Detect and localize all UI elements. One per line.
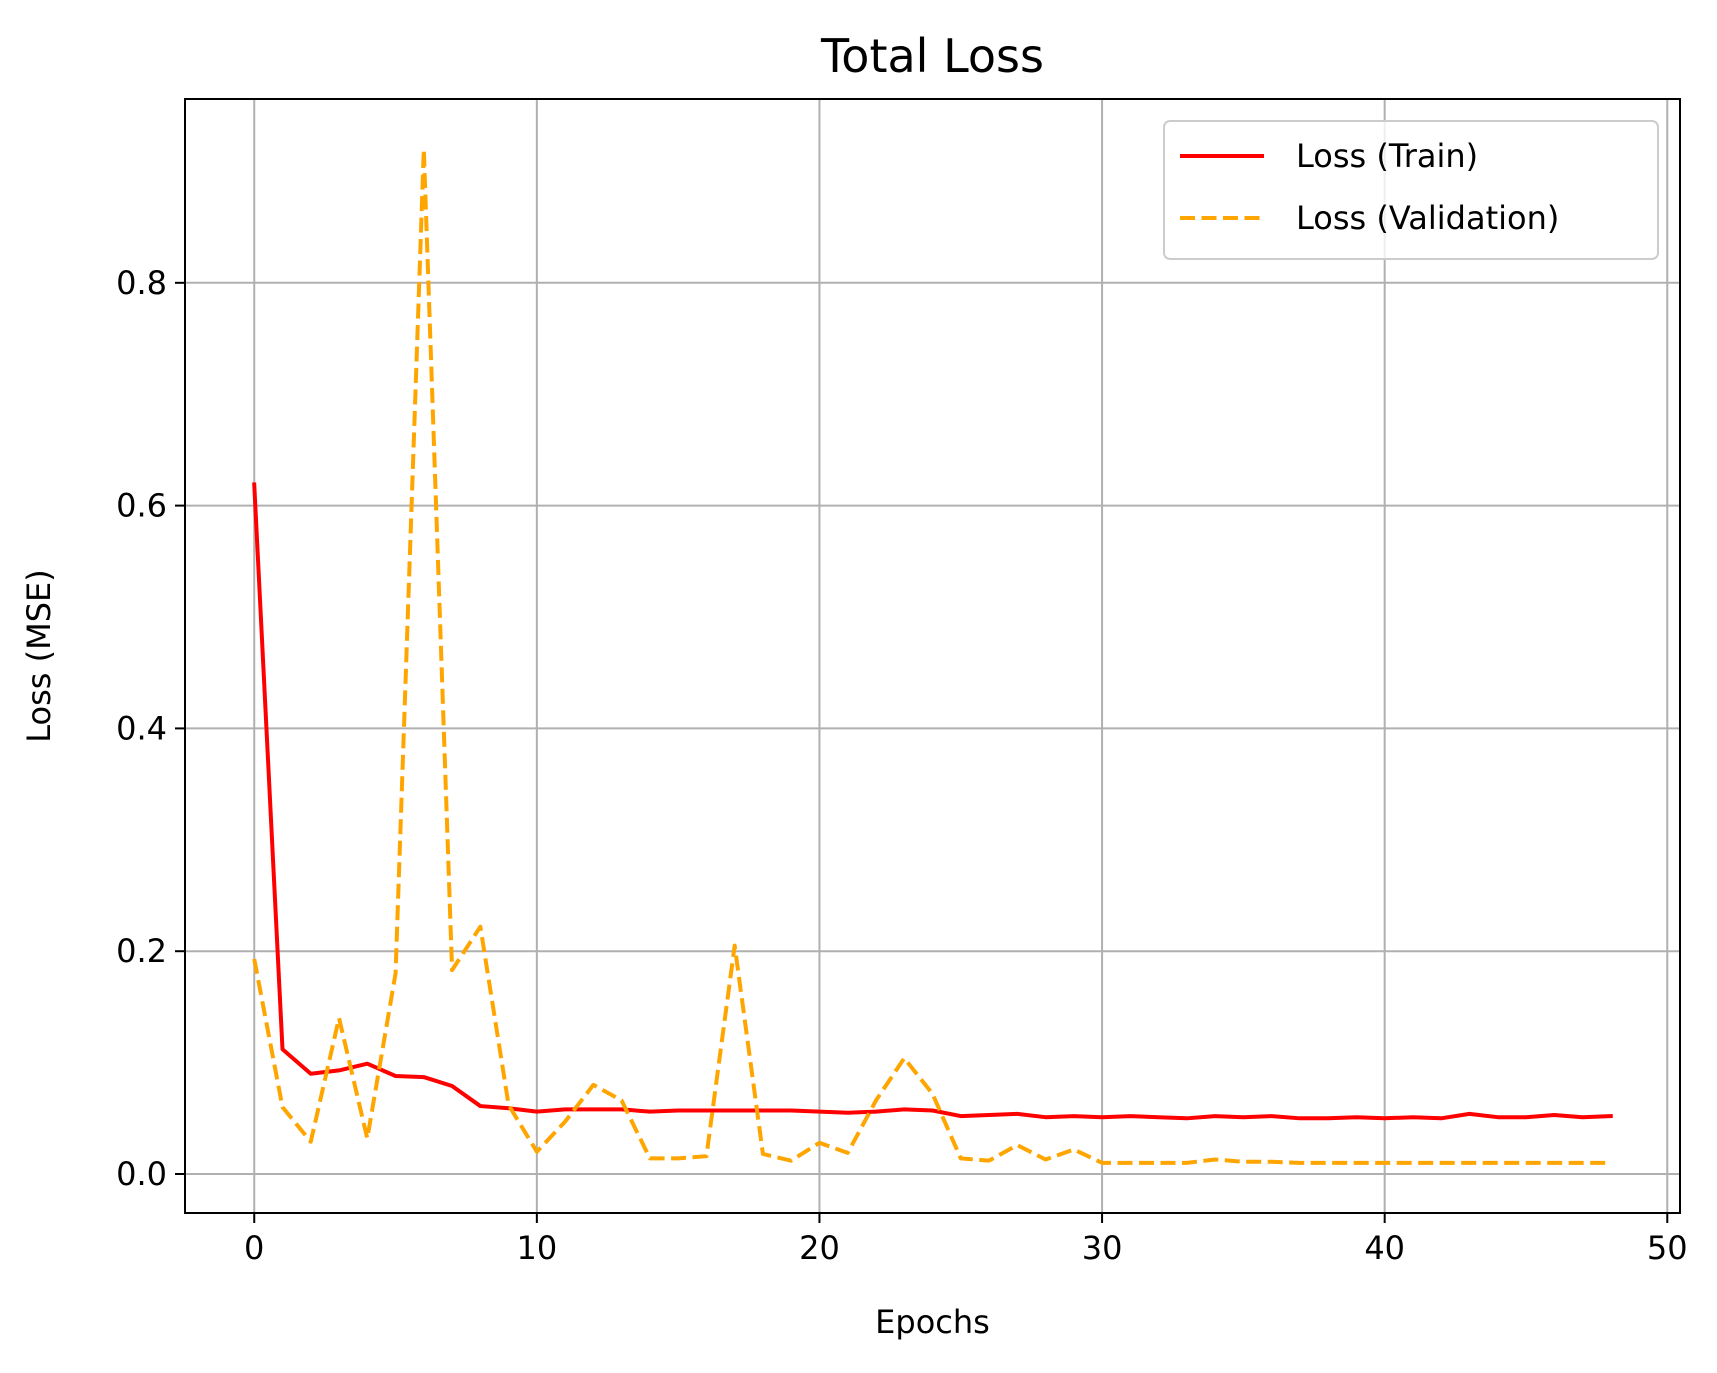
legend: Loss (Train) Loss (Validation) <box>1163 120 1659 260</box>
series-group <box>252 147 1613 1165</box>
y-tick-label: 0.4 <box>116 709 167 747</box>
x-tick-label: 0 <box>244 1229 264 1267</box>
legend-label-validation: Loss (Validation) <box>1296 199 1559 237</box>
x-tick-label: 20 <box>799 1229 840 1267</box>
x-tick-label: 30 <box>1082 1229 1123 1267</box>
y-axis-title: Loss (MSE) <box>20 569 58 742</box>
plot-frame <box>184 98 1681 1214</box>
y-tick-label: 0.0 <box>116 1155 167 1193</box>
x-tick-label: 10 <box>516 1229 557 1267</box>
y-tick-label: 0.8 <box>116 264 167 302</box>
series-line-validation <box>252 147 1611 1165</box>
x-tick-label: 50 <box>1647 1229 1688 1267</box>
series-line-train <box>252 482 1613 1121</box>
x-axis-title: Epochs <box>875 1303 990 1341</box>
axis-ticks: 0 10 20 30 40 50 0.0 0.2 0.4 0.6 0.8 <box>116 264 1688 1267</box>
chart-title: Total Loss <box>820 29 1044 83</box>
y-tick-label: 0.2 <box>116 932 167 970</box>
x-tick-label: 40 <box>1364 1229 1405 1267</box>
grid <box>185 99 1680 1213</box>
legend-label-train: Loss (Train) <box>1296 137 1478 175</box>
legend-box <box>1163 120 1659 260</box>
y-tick-label: 0.6 <box>116 487 167 525</box>
